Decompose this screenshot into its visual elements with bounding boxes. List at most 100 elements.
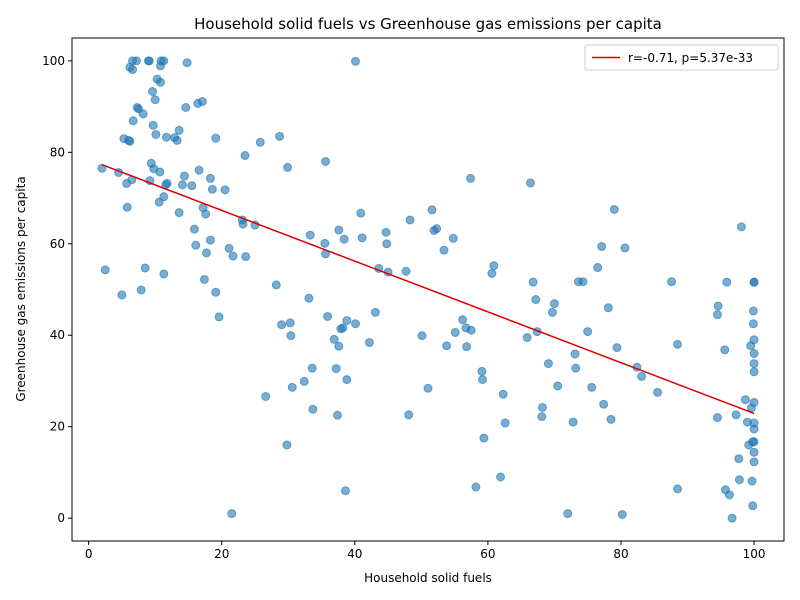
scatter-point xyxy=(205,173,215,183)
scatter-point xyxy=(128,116,138,126)
scatter-point xyxy=(132,56,142,66)
y-tick-label: 80 xyxy=(50,145,65,159)
scatter-point xyxy=(749,335,759,345)
scatter-point xyxy=(724,490,734,500)
scatter-point xyxy=(404,410,414,420)
y-axis-label: Greenhouse gas emissions per capita xyxy=(14,176,28,401)
scatter-point xyxy=(241,252,251,262)
scatter-point xyxy=(432,224,442,234)
scatter-point xyxy=(423,383,433,393)
scatter-point xyxy=(338,323,348,333)
scatter-point xyxy=(612,343,622,353)
x-axis-label: Household solid fuels xyxy=(364,571,492,585)
scatter-point xyxy=(255,137,265,147)
scatter-point xyxy=(197,97,207,107)
scatter-point xyxy=(496,472,506,482)
scatter-point xyxy=(148,87,158,97)
scatter-point xyxy=(578,277,588,287)
scatter-point xyxy=(749,457,759,467)
scatter-point xyxy=(713,301,723,311)
scatter-point xyxy=(405,215,415,225)
scatter-point xyxy=(748,306,758,316)
scatter-point xyxy=(189,224,199,234)
fit-line-layer xyxy=(101,163,755,415)
scatter-point xyxy=(731,410,741,420)
scatter-point xyxy=(211,133,221,143)
scatter-point xyxy=(307,363,317,373)
x-axis: 0 20 40 60 80 100 xyxy=(85,541,766,561)
scatter-point xyxy=(286,331,296,341)
scatter-point xyxy=(162,178,172,188)
scatter-point xyxy=(205,235,215,245)
scatter-point xyxy=(161,132,171,142)
scatter-point xyxy=(194,165,204,175)
scatter-point xyxy=(187,181,197,191)
scatter-point xyxy=(333,410,343,420)
scatter-point xyxy=(583,327,593,337)
scatter-point xyxy=(339,234,349,244)
x-tick-label: 100 xyxy=(743,547,766,561)
scatter-point xyxy=(382,239,392,249)
scatter-point xyxy=(471,482,481,492)
scatter-point xyxy=(442,341,452,351)
scatter-point xyxy=(609,204,619,214)
scatter-point xyxy=(128,65,138,75)
scatter-point xyxy=(329,334,339,344)
scatter-point xyxy=(100,265,110,275)
scatter-point xyxy=(547,307,557,317)
scatter-point xyxy=(340,486,350,496)
scatter-point xyxy=(568,417,578,427)
scatter-point xyxy=(593,263,603,273)
scatter-point xyxy=(227,509,237,519)
scatter-point xyxy=(720,345,730,355)
scatter-point xyxy=(321,156,331,166)
chart-title: Household solid fuels vs Greenhouse gas … xyxy=(194,15,662,33)
scatter-point xyxy=(350,319,360,329)
scatter-point xyxy=(478,375,488,385)
scatter-point xyxy=(458,315,468,325)
scatter-point xyxy=(238,219,248,229)
scatter-point xyxy=(356,208,366,218)
scatter-point xyxy=(211,287,221,297)
scatter-point xyxy=(637,371,647,381)
scatter-point xyxy=(156,77,166,87)
scatter-point xyxy=(479,433,489,443)
scatter-point xyxy=(587,382,597,392)
scatter-point xyxy=(498,389,508,399)
scatter-point xyxy=(727,513,737,523)
scatter-point xyxy=(174,208,184,218)
scatter-point xyxy=(299,376,309,386)
scatter-point xyxy=(599,399,609,409)
y-tick-label: 100 xyxy=(42,54,65,68)
scatter-point xyxy=(224,243,234,253)
scatter-point xyxy=(549,299,559,309)
scatter-point xyxy=(287,382,297,392)
scatter-point xyxy=(528,277,538,287)
scatter-point xyxy=(334,225,344,235)
scatter-point xyxy=(308,404,318,414)
scatter-point xyxy=(331,364,341,374)
scatter-point xyxy=(282,440,292,450)
scatter-point xyxy=(749,349,759,359)
scatter-point xyxy=(606,414,616,424)
scatter-point xyxy=(617,509,627,519)
scatter-point xyxy=(734,475,744,485)
scatter-point xyxy=(487,268,497,278)
scatter-point xyxy=(673,339,683,349)
scatter-point xyxy=(537,402,547,412)
scatter-point xyxy=(417,331,427,341)
scatter-point xyxy=(304,293,314,303)
y-tick-label: 20 xyxy=(50,420,65,434)
y-tick-label: 40 xyxy=(50,328,65,342)
scatter-point xyxy=(334,341,344,351)
scatter-point xyxy=(749,424,759,434)
scatter-point xyxy=(571,363,581,373)
scatter-point xyxy=(214,312,224,322)
scatter-point xyxy=(136,285,146,295)
scatter-point xyxy=(370,307,380,317)
scatter-point xyxy=(155,167,165,177)
scatter-point xyxy=(261,392,271,402)
scatter-point xyxy=(172,135,182,145)
